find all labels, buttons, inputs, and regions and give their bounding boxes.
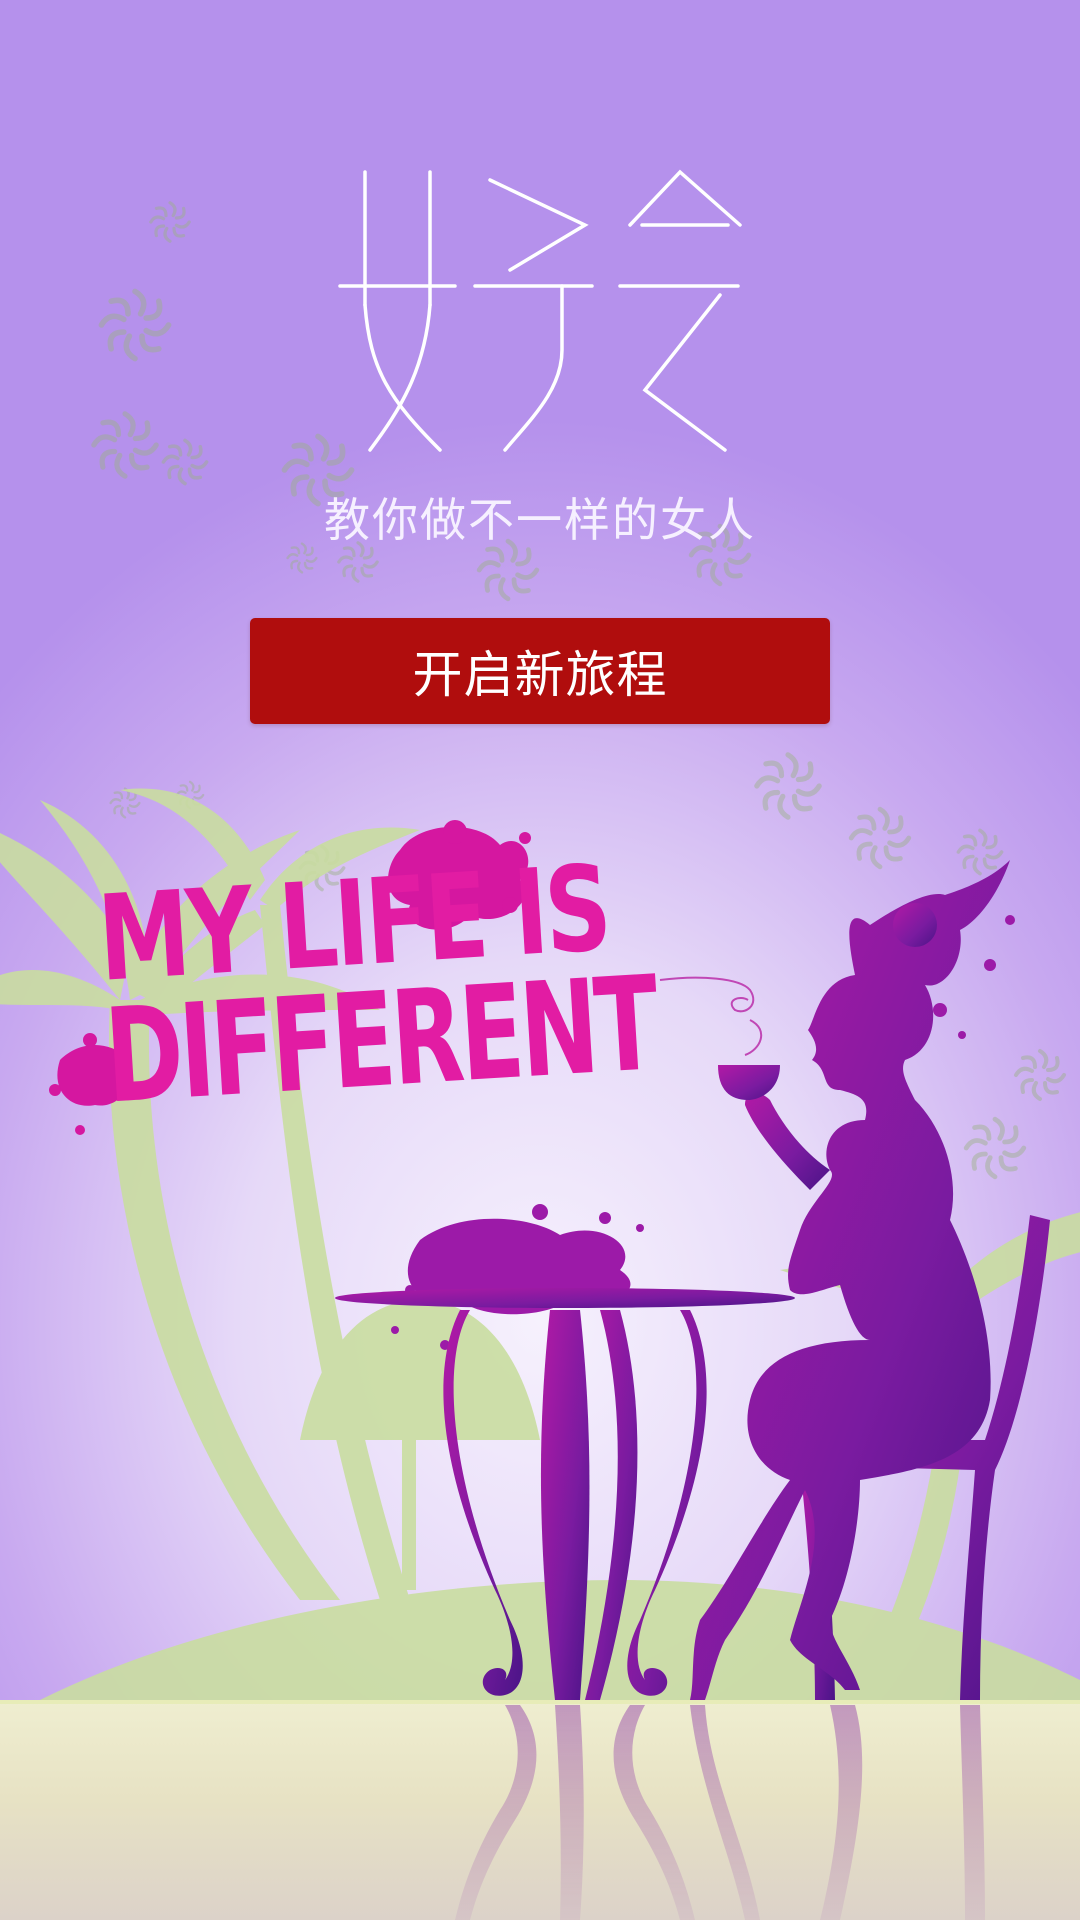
start-journey-button[interactable]: 开启新旅程 [250,618,830,724]
app-logo [338,169,742,452]
floor-horizon [0,1700,1080,1704]
app-subtitle: 教你做不一样的女人 [324,493,756,547]
cafe-table-icon [335,1288,795,1700]
floor [0,1700,1080,1920]
